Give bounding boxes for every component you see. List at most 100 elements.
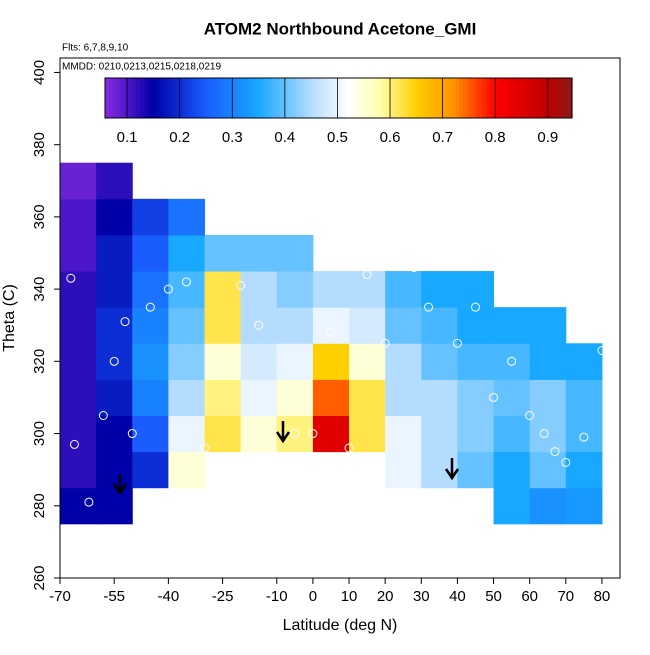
colorbar-swatch [178, 78, 184, 118]
colorbar-swatch [404, 78, 410, 118]
cell [565, 379, 603, 416]
observation [181, 277, 191, 287]
cell [276, 379, 314, 416]
colorbar-swatch [241, 78, 246, 118]
cell [168, 343, 206, 380]
colorbar-swatch [147, 78, 153, 118]
colorbar-tick-label: 0.1 [117, 129, 138, 146]
colorbar-swatch [237, 78, 242, 118]
cell [132, 271, 169, 308]
colorbar-swatch [319, 78, 324, 118]
colorbar-swatch [295, 78, 301, 118]
axes: -70 -55 -40 -25 -10 0 10 20 30 40 50 60 70 80 260 280 30… [31, 60, 610, 605]
cell [565, 451, 603, 489]
cell [204, 307, 242, 344]
observation [539, 429, 549, 439]
cell [168, 271, 206, 308]
colorbar-swatch [505, 78, 511, 118]
cell [132, 234, 169, 272]
x-tick-label: -55 [103, 588, 125, 605]
colorbar-swatch [455, 78, 460, 118]
colorbar-swatch [501, 78, 507, 118]
cell [312, 343, 350, 380]
cell [349, 379, 386, 416]
colorbar-swatch [198, 78, 203, 118]
cell [96, 343, 133, 380]
colorbar-swatch [389, 78, 394, 118]
colorbar-swatch [424, 78, 429, 118]
colorbar-swatch [116, 78, 122, 118]
cell [168, 451, 206, 489]
cell [132, 451, 169, 489]
cell [132, 343, 169, 380]
colorbar-swatch [439, 78, 445, 118]
y-tick-label: 300 [31, 421, 48, 446]
cell [168, 198, 206, 236]
x-tick-label: 0 [309, 588, 317, 605]
colorbar-swatch [474, 78, 480, 118]
colorbar-swatch [213, 78, 219, 118]
colorbar-swatch [159, 78, 164, 118]
cell [168, 415, 206, 453]
colorbar-swatch [498, 78, 503, 118]
colorbar-swatch [568, 78, 573, 118]
colorbar-swatch [151, 78, 157, 118]
y-tick-label: 260 [31, 565, 48, 590]
colorbar-swatch [517, 78, 523, 118]
cell [385, 343, 422, 380]
colorbar-swatch [307, 78, 312, 118]
y-tick-label: 280 [31, 493, 48, 518]
x-tick-label: 20 [377, 588, 394, 605]
plot-frame [59, 57, 621, 579]
colorbar-swatch [260, 78, 266, 118]
colorbar-swatch [194, 78, 199, 118]
colorbar-swatch [291, 78, 297, 118]
colorbar-swatch [350, 78, 355, 118]
cell [60, 307, 97, 344]
cell [421, 343, 458, 380]
colorbar-swatch [365, 78, 371, 118]
observation [409, 262, 419, 272]
observation [127, 429, 137, 439]
observation [380, 338, 390, 348]
cell [565, 415, 603, 453]
cell [312, 307, 350, 344]
y-tick-label: 340 [31, 277, 48, 302]
x-tick-label: -40 [158, 588, 180, 605]
colorbar-swatch [108, 78, 114, 118]
colorbar-swatch [299, 78, 305, 118]
colorbar-swatch [186, 78, 192, 118]
x-tick-label: 70 [557, 588, 574, 605]
colorbar-swatch [303, 78, 308, 118]
cell [96, 198, 133, 236]
colorbar-swatch [338, 78, 343, 118]
colorbar-swatch [315, 78, 320, 118]
colorbar-swatch [225, 78, 231, 118]
cell [168, 379, 206, 416]
colorbar-tick-label: 0.8 [485, 129, 506, 146]
observation [424, 302, 434, 312]
cell [529, 451, 567, 489]
cell [385, 451, 422, 489]
cell [240, 307, 278, 344]
colorbar-swatch [326, 78, 332, 118]
colorbar-swatch [357, 78, 363, 118]
colorbar-tick-label: 0.6 [380, 129, 401, 146]
colorbar-swatch [451, 78, 456, 118]
x-tick-label: -70 [49, 588, 71, 605]
colorbar-swatch [136, 78, 141, 118]
colorbar-swatch [400, 78, 406, 118]
cell [60, 343, 97, 380]
x-tick-label: 10 [341, 588, 358, 605]
colorbar-swatch [529, 78, 534, 118]
cell [60, 234, 97, 272]
cell [421, 415, 458, 453]
colorbar-tick-label: 0.3 [222, 129, 243, 146]
colorbar-swatch [354, 78, 359, 118]
cell [349, 307, 386, 344]
colorbar-swatch [330, 78, 336, 118]
x-tick-label: 80 [594, 588, 611, 605]
cell [493, 487, 531, 525]
colorbar-swatch [361, 78, 367, 118]
cell [60, 271, 97, 308]
